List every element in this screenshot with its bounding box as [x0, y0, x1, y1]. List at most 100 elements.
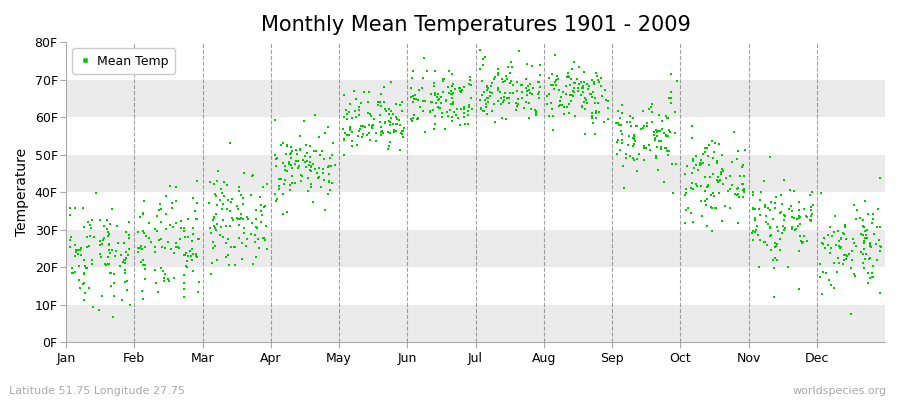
Point	[390, 120, 404, 127]
Point	[836, 261, 850, 267]
Point	[299, 142, 313, 148]
Point	[210, 202, 224, 208]
Point	[542, 90, 556, 97]
Point	[236, 201, 250, 208]
Point	[103, 247, 117, 253]
Point	[813, 261, 827, 268]
Point	[148, 267, 162, 274]
Point	[366, 116, 381, 122]
Point	[405, 118, 419, 124]
Point	[823, 277, 837, 283]
Point	[165, 200, 179, 206]
Point	[872, 290, 886, 296]
Point	[505, 64, 519, 70]
Point	[301, 158, 315, 164]
Point	[649, 144, 663, 150]
Point	[770, 224, 784, 230]
Point	[520, 87, 535, 94]
Point	[338, 114, 352, 120]
Point	[234, 211, 248, 218]
Point	[657, 179, 671, 185]
Point	[339, 131, 354, 138]
Point	[179, 250, 194, 256]
Point	[445, 90, 459, 97]
Point	[248, 232, 262, 238]
Point	[804, 207, 818, 213]
Point	[371, 102, 385, 109]
Point	[508, 107, 523, 114]
Point	[768, 199, 782, 206]
Point	[849, 216, 863, 222]
Point	[446, 108, 461, 115]
Point	[293, 172, 308, 178]
Point	[532, 89, 546, 96]
Point	[688, 181, 703, 187]
Point	[417, 55, 431, 61]
Point	[345, 115, 359, 121]
Point	[759, 212, 773, 219]
Point	[76, 204, 90, 211]
Point	[475, 92, 490, 98]
Point	[118, 270, 132, 276]
Point	[860, 280, 875, 286]
Point	[102, 260, 116, 267]
Point	[873, 248, 887, 254]
Point	[644, 104, 659, 110]
Point	[616, 163, 630, 169]
Point	[870, 224, 885, 230]
Point	[248, 216, 263, 222]
Point	[804, 217, 818, 224]
Point	[298, 153, 312, 160]
Point	[83, 232, 97, 239]
Point	[122, 234, 136, 241]
Point	[178, 233, 193, 240]
Point	[375, 128, 390, 134]
Point	[827, 228, 842, 235]
Point	[431, 105, 446, 112]
Point	[770, 257, 785, 263]
Point	[220, 206, 235, 212]
Point	[788, 226, 803, 232]
Point	[762, 154, 777, 160]
Point	[304, 184, 319, 190]
Point	[685, 170, 699, 176]
Point	[585, 77, 599, 83]
Point	[80, 265, 94, 271]
Point	[628, 138, 643, 144]
Point	[544, 70, 559, 77]
Point	[824, 224, 838, 230]
Point	[135, 246, 149, 252]
Point	[481, 95, 495, 102]
Point	[204, 271, 219, 278]
Point	[585, 112, 599, 119]
Point	[491, 98, 505, 104]
Point	[670, 78, 684, 84]
Point	[552, 87, 566, 93]
Point	[745, 204, 760, 211]
Point	[457, 84, 472, 91]
Point	[318, 207, 332, 214]
Point	[374, 99, 388, 106]
Point	[793, 214, 807, 220]
Point	[792, 248, 806, 254]
Point	[102, 242, 116, 249]
Point	[97, 235, 112, 241]
Point	[436, 89, 451, 95]
Point	[117, 257, 131, 263]
Point	[155, 244, 169, 250]
Point	[709, 205, 724, 212]
Point	[191, 289, 205, 295]
Point	[533, 62, 547, 68]
Point	[854, 248, 868, 255]
Point	[110, 222, 124, 229]
Point	[83, 222, 97, 228]
Point	[93, 217, 107, 223]
Point	[158, 226, 173, 232]
Point	[118, 267, 132, 274]
Point	[445, 82, 459, 89]
Point	[362, 130, 376, 136]
Point	[86, 304, 101, 310]
Point	[454, 106, 468, 112]
Point	[79, 234, 94, 240]
Point	[782, 206, 796, 212]
